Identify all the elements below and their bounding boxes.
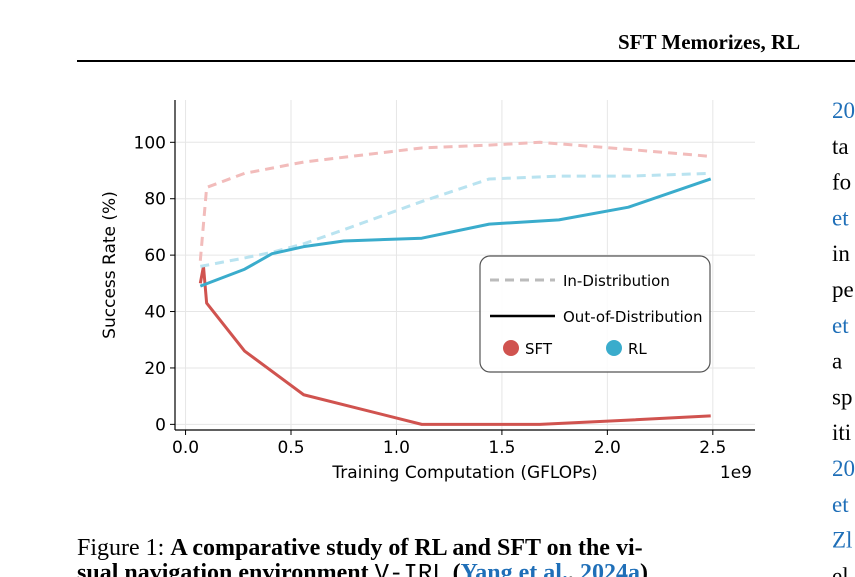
text-fragment: in: [832, 241, 850, 266]
x-tick-label: 1.5: [488, 438, 515, 458]
text-fragment: iti: [832, 420, 851, 445]
caption-bold: sual navigation environment: [77, 560, 369, 577]
y-tick-label: 60: [144, 246, 166, 266]
citation[interactable]: 2024a: [580, 560, 640, 577]
citation[interactable]: Yang et al.: [461, 560, 568, 577]
running-header: SFT Memorizes, RL: [618, 30, 800, 54]
y-axis-label: Success Rate (%): [100, 191, 120, 339]
x-tick-label: 2.0: [594, 438, 621, 458]
legend-marker: [503, 340, 519, 356]
x-tick-label: 1.0: [383, 438, 410, 458]
legend-marker: [606, 340, 622, 356]
caption-punct: ): [640, 560, 648, 577]
x-tick-label: 2.5: [699, 438, 726, 458]
y-tick-label: 80: [144, 190, 166, 210]
caption-line-1: Figure 1: A comparative study of RL and …: [77, 535, 643, 561]
legend-label: Out-of-Distribution: [563, 308, 702, 326]
caption-code: V-IRL: [375, 561, 447, 577]
y-tick-label: 40: [144, 303, 166, 323]
text-fragment: a: [832, 349, 842, 374]
legend-label: SFT: [525, 340, 553, 358]
text-fragment: sp: [832, 384, 852, 409]
citation-fragment[interactable]: Zl: [832, 528, 852, 553]
legend-label: RL: [628, 340, 647, 358]
citation-fragment[interactable]: 20: [832, 98, 855, 123]
text-fragment: el: [832, 563, 849, 577]
text-fragment: pe: [832, 277, 854, 302]
caption-punct: (: [453, 560, 461, 577]
caption-bold: A comparative study of RL and SFT on the…: [170, 535, 642, 561]
caption-label: Figure 1:: [77, 535, 164, 561]
x-axis-label: Training Computation (GFLOPs): [331, 463, 597, 483]
y-tick-label: 100: [134, 133, 166, 153]
out-of-distribution-line: [199, 177, 712, 288]
in-distribution-line: [198, 140, 711, 261]
text-fragment: ta: [832, 134, 849, 159]
in-distribution-line: [200, 171, 711, 268]
chart: 0 20 40 60 80 100 0.0 0.5 1.0 1.5 2.0 2.5 Training C…: [100, 100, 755, 483]
legend-label: In-Distribution: [563, 272, 670, 290]
x-tick-label: 0.5: [277, 438, 304, 458]
citation-fragment[interactable]: et: [832, 205, 849, 230]
citation-fragment[interactable]: et: [832, 313, 849, 338]
y-tick-label: 20: [144, 359, 166, 379]
citation-fragment[interactable]: et: [832, 492, 849, 517]
caption-line-2: sual navigation environment V-IRL (Yang …: [77, 560, 648, 577]
legend-box: [479, 255, 711, 373]
x-offset-label: 1e9: [720, 463, 752, 483]
x-tick-label: 0.0: [172, 438, 199, 458]
text-fragment: fo: [832, 170, 851, 195]
caption-punct: ,: [568, 560, 574, 577]
citation-fragment[interactable]: 20: [832, 456, 855, 481]
y-tick-label: 0: [155, 415, 166, 435]
right-column: 20 ta fo et in pe et a sp iti 20 et Zl el: [832, 98, 855, 577]
